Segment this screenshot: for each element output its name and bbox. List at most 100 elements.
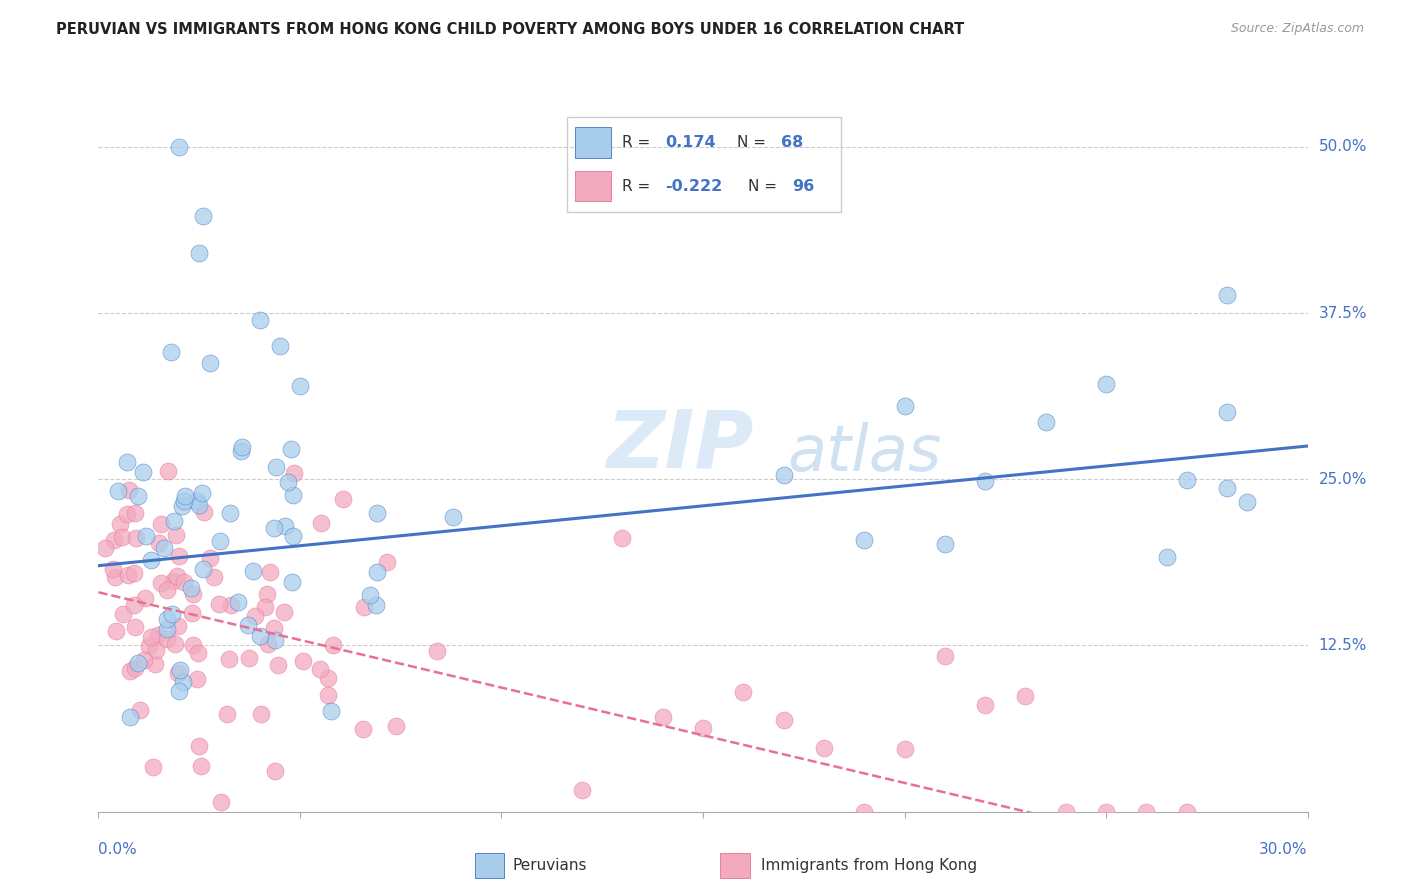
Point bbox=[188, 246, 211, 260]
Point bbox=[156, 632, 179, 647]
Point bbox=[103, 533, 125, 547]
Point bbox=[612, 531, 634, 545]
Point bbox=[256, 637, 278, 651]
Point bbox=[174, 489, 197, 503]
Point bbox=[166, 619, 188, 633]
Point bbox=[181, 587, 204, 601]
Point bbox=[173, 494, 195, 508]
Point bbox=[104, 624, 127, 639]
Point bbox=[322, 638, 344, 652]
Point bbox=[186, 672, 208, 686]
Point bbox=[112, 607, 135, 622]
Point bbox=[1156, 550, 1178, 565]
Point bbox=[135, 529, 157, 543]
Text: 68: 68 bbox=[780, 135, 803, 150]
Point bbox=[115, 455, 138, 469]
Point bbox=[124, 620, 146, 634]
Point bbox=[138, 640, 160, 654]
Point bbox=[249, 312, 271, 326]
Point bbox=[291, 654, 314, 668]
Point bbox=[131, 465, 153, 479]
Bar bbox=[475, 853, 505, 878]
Bar bbox=[575, 171, 610, 202]
Point bbox=[190, 485, 212, 500]
Point bbox=[148, 536, 170, 550]
Point bbox=[120, 710, 142, 724]
Text: R =: R = bbox=[621, 135, 650, 150]
Point bbox=[159, 344, 181, 359]
Point bbox=[170, 500, 193, 514]
Point bbox=[142, 760, 165, 774]
Point bbox=[375, 555, 398, 569]
Point bbox=[107, 484, 129, 499]
Point bbox=[1175, 805, 1198, 819]
Point bbox=[202, 570, 225, 584]
Point bbox=[309, 516, 332, 530]
Point bbox=[219, 598, 242, 612]
Point bbox=[191, 209, 214, 223]
Point bbox=[1054, 805, 1077, 819]
Point bbox=[231, 440, 253, 454]
Point bbox=[236, 618, 259, 632]
Point bbox=[283, 466, 305, 480]
Point bbox=[127, 656, 149, 670]
Text: PERUVIAN VS IMMIGRANTS FROM HONG KONG CHILD POVERTY AMONG BOYS UNDER 16 CORRELAT: PERUVIAN VS IMMIGRANTS FROM HONG KONG CH… bbox=[56, 22, 965, 37]
Point bbox=[165, 527, 187, 541]
Point bbox=[172, 674, 194, 689]
Point bbox=[165, 637, 187, 651]
Point bbox=[238, 651, 260, 665]
Text: 0.174: 0.174 bbox=[665, 135, 716, 150]
Point bbox=[226, 594, 249, 608]
Point bbox=[160, 607, 183, 621]
Point bbox=[180, 582, 202, 596]
Point bbox=[146, 627, 169, 641]
Point bbox=[118, 665, 141, 679]
Point bbox=[692, 721, 714, 735]
Point bbox=[893, 742, 915, 756]
Point bbox=[256, 587, 278, 601]
Point bbox=[167, 549, 190, 563]
Point bbox=[209, 534, 232, 549]
Point bbox=[385, 718, 408, 732]
Point bbox=[359, 588, 381, 602]
Point bbox=[352, 722, 374, 736]
Point bbox=[167, 666, 190, 681]
Point bbox=[316, 672, 339, 686]
Point bbox=[108, 516, 131, 531]
Point bbox=[191, 562, 214, 576]
Point bbox=[218, 652, 240, 666]
Point bbox=[139, 630, 162, 644]
Point bbox=[364, 598, 387, 612]
Point bbox=[1135, 805, 1157, 819]
Point bbox=[167, 683, 190, 698]
Point bbox=[122, 598, 145, 612]
Point bbox=[263, 764, 285, 778]
Point bbox=[117, 483, 139, 497]
Point bbox=[318, 688, 340, 702]
Point bbox=[132, 653, 155, 667]
Text: ZIP: ZIP bbox=[606, 407, 754, 485]
Point bbox=[853, 805, 876, 819]
Point bbox=[281, 574, 304, 589]
Point bbox=[772, 713, 794, 727]
Point bbox=[281, 529, 304, 543]
Point bbox=[813, 741, 835, 756]
Point bbox=[156, 465, 179, 479]
Point bbox=[249, 629, 271, 643]
Point bbox=[1236, 495, 1258, 509]
Point bbox=[1216, 287, 1239, 301]
Point bbox=[111, 530, 134, 544]
Point bbox=[772, 468, 794, 483]
Text: 30.0%: 30.0% bbox=[1260, 842, 1308, 857]
Point bbox=[651, 710, 673, 724]
Point bbox=[127, 489, 149, 503]
Point bbox=[169, 663, 191, 677]
Point bbox=[139, 553, 162, 567]
Text: 0.0%: 0.0% bbox=[98, 842, 138, 857]
Point bbox=[94, 541, 117, 555]
Point bbox=[104, 569, 127, 583]
Point bbox=[229, 444, 252, 458]
Point bbox=[934, 648, 956, 663]
Point bbox=[198, 356, 221, 370]
Point bbox=[1095, 805, 1118, 819]
